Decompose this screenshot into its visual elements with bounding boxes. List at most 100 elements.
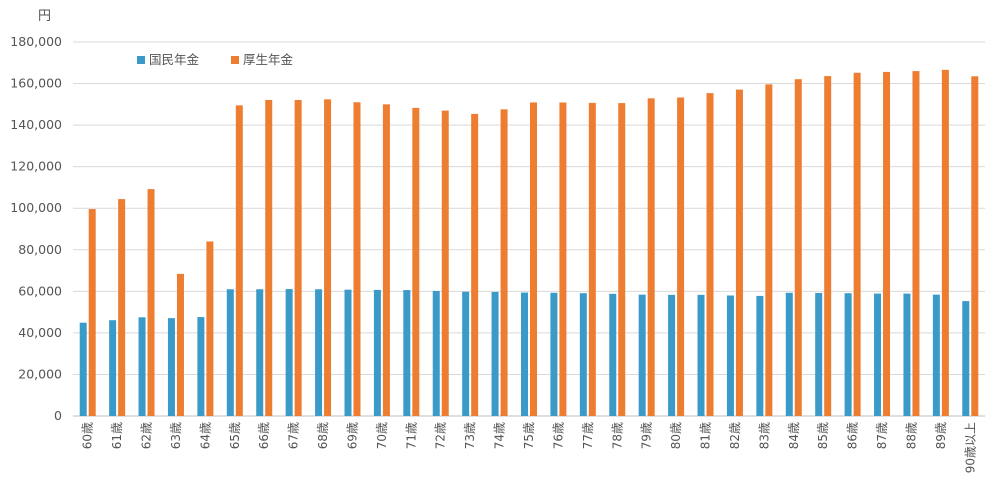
bar-employee-pension: [735, 89, 743, 416]
x-tick-label: 60歳: [81, 422, 95, 449]
bar-national-pension: [285, 289, 293, 416]
y-tick-label: 160,000: [10, 76, 62, 91]
bar-national-pension: [815, 292, 823, 416]
bar-employee-pension: [588, 102, 596, 416]
bar-national-pension: [726, 295, 734, 416]
bar-employee-pension: [265, 99, 273, 416]
x-tick-label: 67歳: [287, 422, 301, 449]
x-tick-label: 85歳: [816, 422, 830, 449]
bar-national-pension: [785, 292, 793, 416]
y-tick-label: 120,000: [10, 159, 62, 174]
x-tick-label: 82歳: [728, 422, 742, 449]
legend-swatch: [137, 56, 145, 64]
bar-employee-pension: [912, 71, 920, 416]
y-tick-label: 80,000: [18, 242, 62, 257]
y-tick-label: 100,000: [10, 200, 62, 215]
bar-national-pension: [521, 292, 528, 416]
bar-employee-pension: [794, 79, 802, 416]
bar-employee-pension: [706, 93, 714, 416]
bar-national-pension: [462, 291, 470, 416]
bar-national-pension: [609, 293, 617, 416]
x-tick-label: 61歳: [110, 422, 124, 449]
bar-national-pension: [579, 293, 587, 416]
x-tick-label: 66歳: [257, 422, 271, 449]
bar-employee-pension: [353, 102, 361, 416]
y-axis: 0 20,000 40,000 60,000 80,000 100,000 120,000 1…: [10, 34, 62, 423]
bar-employee-pension: [471, 113, 479, 416]
x-tick-label: 75歳: [522, 422, 536, 449]
bar-national-pension: [756, 295, 764, 416]
x-tick-label: 84歳: [787, 422, 801, 449]
x-tick-label: 89歳: [934, 422, 948, 449]
bar-employee-pension: [824, 76, 832, 416]
x-tick-label: 63歳: [169, 422, 183, 449]
bar-national-pension: [638, 294, 646, 416]
bar-national-pension: [962, 301, 970, 416]
x-tick-label: 87歳: [875, 422, 889, 449]
bar-national-pension: [79, 322, 87, 416]
y-tick-label: 180,000: [10, 34, 62, 49]
x-tick-label: 76歳: [551, 422, 565, 449]
bars: [79, 69, 979, 417]
bar-national-pension: [844, 293, 852, 416]
x-tick-label: 65歳: [228, 422, 242, 449]
x-tick-label: 78歳: [610, 422, 624, 449]
x-tick-label: 62歳: [140, 422, 154, 449]
x-tick-label: 88歳: [904, 422, 918, 449]
bar-employee-pension: [118, 199, 126, 416]
bar-national-pension: [668, 294, 676, 416]
bar-national-pension: [256, 289, 264, 416]
x-tick-label: 80歳: [669, 422, 683, 449]
bar-employee-pension: [618, 103, 626, 416]
bar-national-pension: [874, 293, 882, 416]
x-tick-label: 72歳: [434, 422, 448, 449]
bar-national-pension: [491, 291, 499, 416]
bar-national-pension: [903, 293, 911, 416]
bar-national-pension: [197, 317, 205, 416]
bar-national-pension: [550, 292, 558, 416]
y-tick-label: 140,000: [10, 117, 62, 132]
bar-national-pension: [109, 320, 117, 416]
legend-label: 国民年金: [149, 52, 200, 67]
x-tick-label: 79歳: [640, 422, 654, 449]
grid-lines: [73, 41, 985, 417]
bar-employee-pension: [971, 76, 979, 417]
bar-national-pension: [167, 318, 175, 416]
bar-employee-pension: [853, 72, 861, 417]
x-axis: 60歳 61歳 62歳 63歳 64歳 65歳 66歳 67歳 68歳 69歳 70歳 71歳 72歳 7…: [81, 422, 978, 473]
bar-employee-pension: [647, 98, 655, 417]
bar-employee-pension: [559, 102, 567, 417]
bar-employee-pension: [147, 189, 155, 416]
x-tick-label: 68歳: [316, 422, 330, 449]
bar-employee-pension: [176, 273, 184, 416]
x-tick-label: 90歳以上: [963, 422, 977, 473]
y-tick-label: 20,000: [18, 366, 62, 381]
bar-national-pension: [403, 290, 411, 416]
bar-employee-pension: [530, 102, 537, 417]
y-tick-label: 0: [54, 408, 62, 423]
bar-national-pension: [138, 317, 146, 416]
bar-employee-pension: [88, 209, 96, 416]
y-unit-label: 円: [38, 9, 51, 24]
legend-swatch: [231, 56, 239, 64]
bar-employee-pension: [324, 99, 332, 416]
x-tick-label: 83歳: [757, 422, 771, 449]
bar-employee-pension: [941, 69, 949, 416]
x-tick-label: 73歳: [463, 422, 477, 449]
y-tick-label: 40,000: [18, 325, 62, 340]
bar-employee-pension: [765, 84, 773, 417]
bar-national-pension: [344, 289, 352, 416]
bar-national-pension: [697, 294, 705, 416]
x-tick-label: 70歳: [375, 422, 389, 449]
x-tick-label: 81歳: [699, 422, 713, 449]
bar-employee-pension: [382, 104, 390, 416]
x-tick-label: 71歳: [404, 422, 418, 449]
bar-national-pension: [315, 289, 323, 416]
x-tick-label: 86歳: [846, 422, 860, 449]
bar-national-pension: [373, 289, 381, 416]
x-tick-label: 74歳: [493, 422, 507, 449]
bar-employee-pension: [883, 71, 891, 417]
bar-national-pension: [226, 289, 234, 416]
bar-employee-pension: [294, 99, 302, 416]
